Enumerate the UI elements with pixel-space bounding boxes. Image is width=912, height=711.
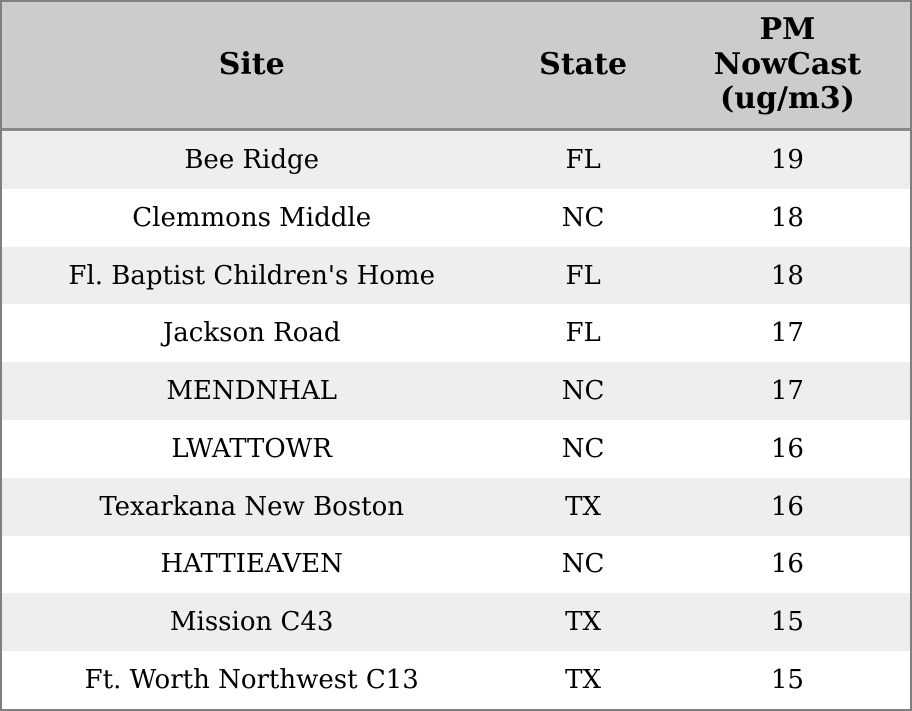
col-header-site: Site [2,2,502,131]
pm-cell: 16 [770,433,804,464]
site-cell: Ft. Worth Northwest C13 [84,665,419,696]
state-cell: NC [561,549,605,580]
pm-cell: 18 [770,202,804,233]
table-row: LWATTOWR NC 16 [2,420,910,478]
state-cell: NC [561,376,605,407]
site-cell: Bee Ridge [184,144,320,175]
table-row: MENDNHAL NC 17 [2,362,910,420]
state-cell: FL [565,260,601,291]
table-row: Clemmons Middle NC 18 [2,188,910,247]
table-row: Texarkana New Boston TX 16 [2,477,910,536]
col-header-state: State [501,2,665,131]
pm-cell: 19 [770,144,804,175]
state-cell: TX [565,491,602,522]
header-row: Site State PM NowCast (ug/m3) [2,2,910,131]
site-cell: Texarkana New Boston [99,491,405,522]
table-row: Bee Ridge FL 19 [2,129,910,189]
site-cell: LWATTOWR [171,433,332,464]
site-cell: Mission C43 [169,607,334,638]
site-cell: MENDNHAL [166,376,338,407]
table-row: Jackson Road FL 17 [2,304,910,363]
site-cell: Fl. Baptist Children's Home [68,260,435,291]
pm-cell: 15 [770,607,804,638]
site-cell: Jackson Road [162,318,341,349]
pm-cell: 15 [770,665,804,696]
pm-cell: 17 [770,376,804,407]
pm-cell: 16 [770,491,804,522]
state-cell: NC [561,202,605,233]
table-row: Ft. Worth Northwest C13 TX 15 [2,651,910,709]
state-cell: NC [561,433,605,464]
table-row: Mission C43 TX 15 [2,593,910,652]
pm-cell: 16 [770,549,804,580]
state-cell: TX [565,665,602,696]
site-cell: HATTIEAVEN [160,549,343,580]
state-cell: FL [565,318,601,349]
site-cell: Clemmons Middle [132,202,372,233]
table-row: HATTIEAVEN NC 16 [2,535,910,594]
state-cell: FL [565,144,601,175]
pm-cell: 17 [770,318,804,349]
col-header-pm: PM NowCast (ug/m3) [664,2,910,131]
pm-cell: 18 [770,260,804,291]
table-row: Fl. Baptist Children's Home FL 18 [2,246,910,305]
state-cell: TX [565,607,602,638]
